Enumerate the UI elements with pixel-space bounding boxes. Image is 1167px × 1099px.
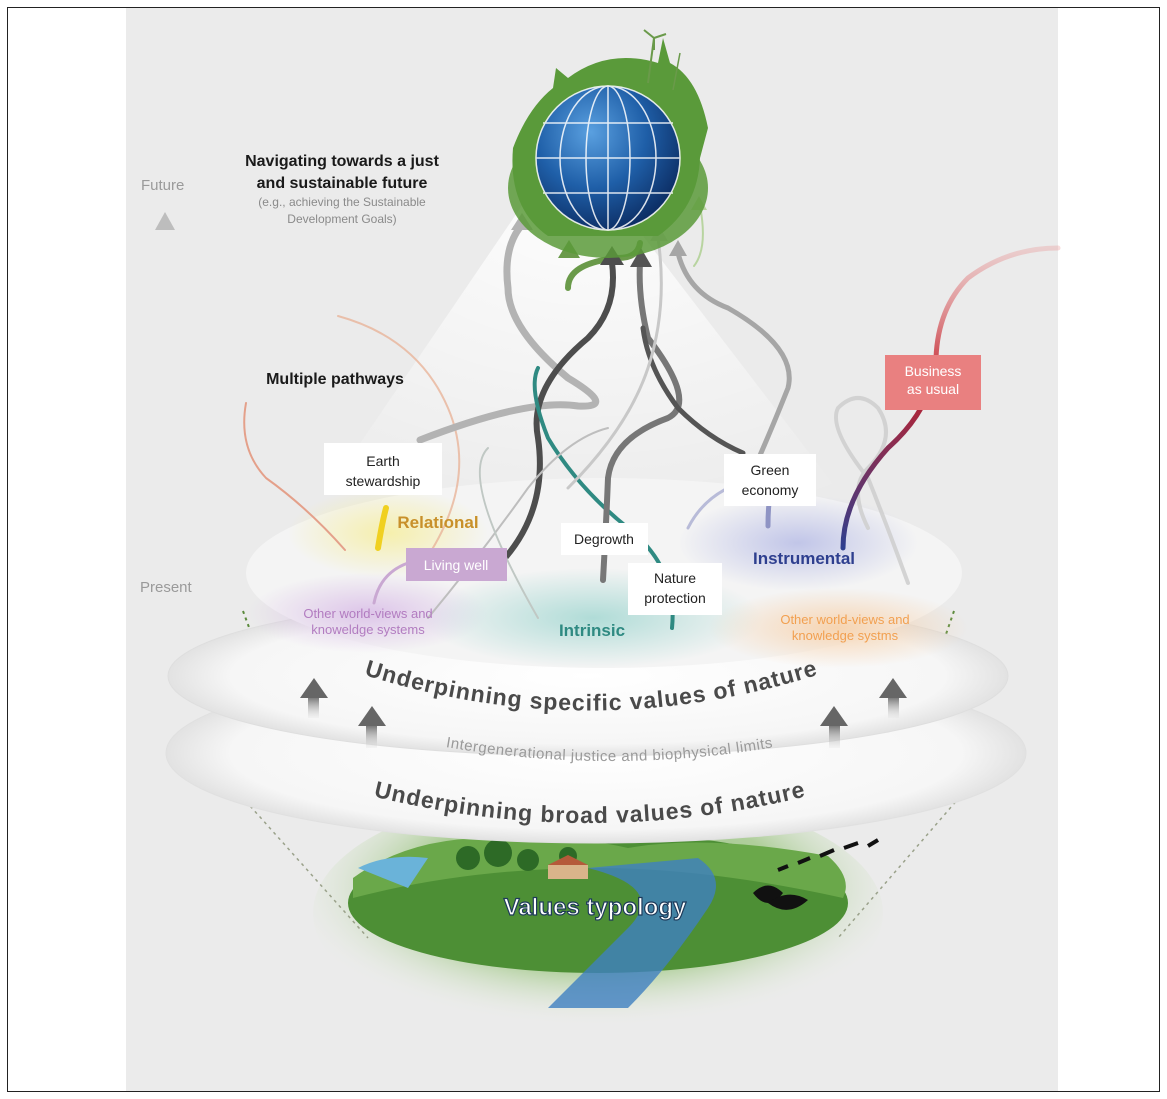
timeline-present-label: Present [140,579,193,596]
business-as-usual-box: Business as usual [885,355,981,410]
intrinsic-label: Intrinsic [559,621,625,640]
degrowth-box: Degrowth [561,523,648,555]
other-worldviews-right-2: knowledge systms [792,628,899,643]
title-sub-line-2: Development Goals) [287,212,396,226]
svg-text:Earth: Earth [366,453,399,469]
svg-text:Degrowth: Degrowth [574,531,634,547]
title-line-1: Navigating towards a just [245,153,439,170]
relational-label: Relational [397,513,478,532]
svg-text:as usual: as usual [907,381,959,397]
values-typology-label: Values typology [504,894,687,921]
other-worldviews-right-1: Other world-views and [780,612,909,627]
values-pathways-diagram: Future Present Values typology [8,8,1160,1092]
title-line-2: and sustainable future [257,175,428,192]
svg-text:protection: protection [644,590,705,606]
green-economy-box: Green economy [724,454,816,506]
living-well-box: Living well [406,548,507,581]
svg-text:stewardship: stewardship [346,473,421,489]
other-worldviews-left-2: knoweldge systems [311,622,425,637]
svg-text:economy: economy [742,482,799,498]
other-worldviews-left-1: Other world-views and [303,606,432,621]
title-sub-line-1: (e.g., achieving the Sustainable [258,195,426,209]
svg-text:Green: Green [751,462,790,478]
svg-text:Nature: Nature [654,570,696,586]
instrumental-label: Instrumental [753,549,855,568]
timeline-future-label: Future [141,177,184,194]
svg-text:Living well: Living well [424,557,489,573]
pathways-heading: Multiple pathways [266,371,404,388]
svg-text:Business: Business [905,363,962,379]
diagram-frame: Future Present Values typology [7,7,1160,1092]
nature-protection-box: Nature protection [628,563,722,615]
earth-stewardship-box: Earth stewardship [324,443,442,495]
